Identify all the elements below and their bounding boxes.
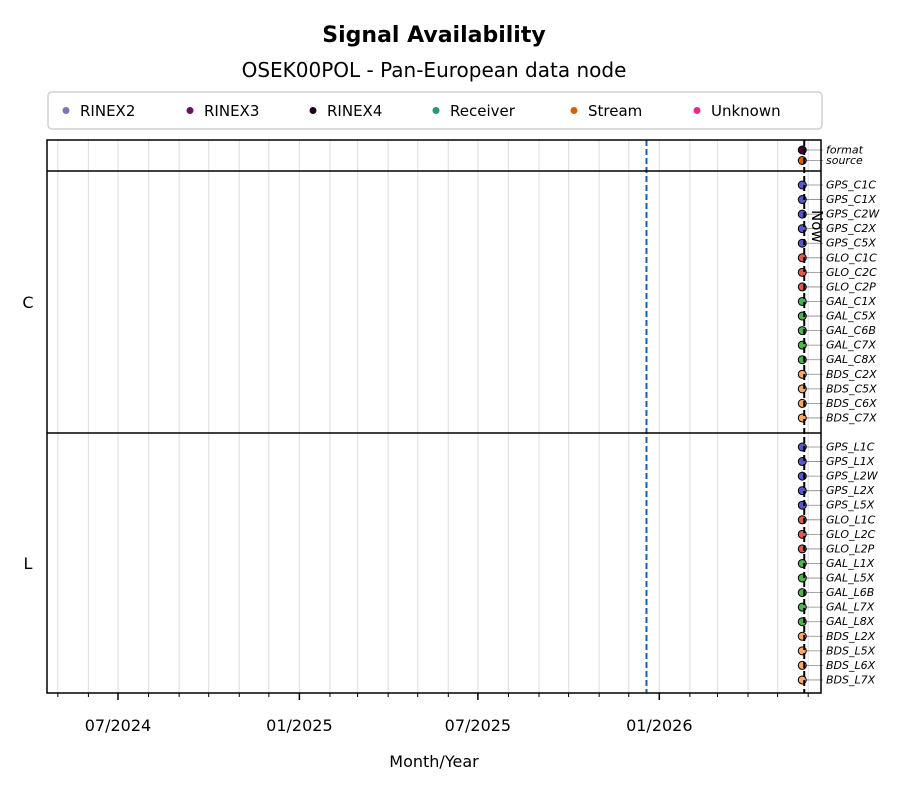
row-label: GAL_L8X bbox=[826, 615, 875, 628]
x-tick-label: 01/2025 bbox=[266, 716, 332, 735]
now-label: Now bbox=[808, 210, 826, 243]
legend-marker bbox=[309, 107, 317, 114]
chart-subtitle: OSEK00POL - Pan-European data node bbox=[242, 58, 627, 82]
legend: RINEX2 RINEX3 RINEX4 Receiver Stream Unknown bbox=[47, 91, 823, 130]
x-tick-label: 01/2026 bbox=[626, 716, 692, 735]
row-label: GLO_L1C bbox=[826, 513, 876, 526]
row-label: GPS_L1X bbox=[826, 455, 875, 468]
row-label: GLO_C1C bbox=[826, 251, 877, 264]
legend-label: Receiver bbox=[450, 102, 516, 120]
legend-label: RINEX3 bbox=[204, 102, 259, 120]
row-label: GPS_C5X bbox=[826, 237, 876, 250]
row-label: GPS_L2X bbox=[826, 484, 875, 497]
row-label: GAL_C5X bbox=[826, 310, 876, 323]
group-label: L bbox=[24, 554, 33, 573]
legend-marker bbox=[62, 107, 70, 114]
row-label: GLO_C2C bbox=[826, 266, 877, 279]
row-label: BDS_C6X bbox=[826, 397, 877, 410]
row-label: GAL_C7X bbox=[826, 339, 876, 352]
row-label: GAL_L1X bbox=[826, 557, 875, 570]
row-label: GPS_L2W bbox=[826, 470, 879, 483]
row-label: GPS_C2W bbox=[826, 208, 880, 221]
row-label: BDS_C5X bbox=[826, 382, 877, 395]
group-separators bbox=[47, 170, 821, 434]
row-label: BDS_L6X bbox=[826, 659, 876, 672]
row-label: GAL_L5X bbox=[826, 572, 875, 585]
row-label: GLO_L2C bbox=[826, 528, 876, 541]
row-label: GPS_C2X bbox=[826, 222, 876, 235]
row-label: GPS_L1C bbox=[826, 441, 875, 454]
legend-label: Stream bbox=[588, 102, 642, 120]
group-label: C bbox=[22, 293, 33, 312]
row-label: GPS_C1X bbox=[826, 193, 876, 206]
month-gridlines bbox=[57, 140, 809, 693]
row-label: format bbox=[826, 144, 864, 157]
legend-marker bbox=[186, 107, 194, 114]
group-labels: CL bbox=[22, 293, 33, 573]
row-label: source bbox=[826, 154, 863, 167]
legend-label: Unknown bbox=[711, 102, 781, 120]
row-label: GAL_C6B bbox=[826, 324, 876, 337]
row-label: GLO_C2P bbox=[826, 280, 876, 293]
row-label: BDS_L7X bbox=[826, 673, 876, 686]
x-axis-label: Month/Year bbox=[389, 752, 479, 771]
legend-marker bbox=[570, 107, 578, 114]
x-tick-label: 07/2024 bbox=[85, 716, 151, 735]
row-label: GLO_L2P bbox=[826, 542, 875, 555]
row-label: BDS_C2X bbox=[826, 368, 877, 381]
row-label: BDS_C7X bbox=[826, 411, 877, 424]
legend-label: RINEX2 bbox=[80, 102, 135, 120]
row-label: GPS_C1C bbox=[826, 179, 876, 192]
row-label: BDS_L5X bbox=[826, 644, 876, 657]
legend-marker bbox=[693, 107, 701, 114]
chart-title: Signal Availability bbox=[322, 23, 545, 48]
x-tick-label: 07/2025 bbox=[445, 716, 511, 735]
row-label: GAL_L6B bbox=[826, 586, 874, 599]
row-label: GPS_L5X bbox=[826, 499, 875, 512]
plot-frame bbox=[46, 139, 822, 694]
legend-marker bbox=[432, 107, 440, 114]
legend-label: RINEX4 bbox=[327, 102, 382, 120]
row-label: GAL_L7X bbox=[826, 601, 875, 614]
row-label: GAL_C8X bbox=[826, 353, 876, 366]
row-label: BDS_L2X bbox=[826, 630, 876, 643]
row-label: GAL_C1X bbox=[826, 295, 876, 308]
x-axis-ticks: 07/2024 01/2025 07/2025 01/2026 bbox=[57, 693, 809, 735]
